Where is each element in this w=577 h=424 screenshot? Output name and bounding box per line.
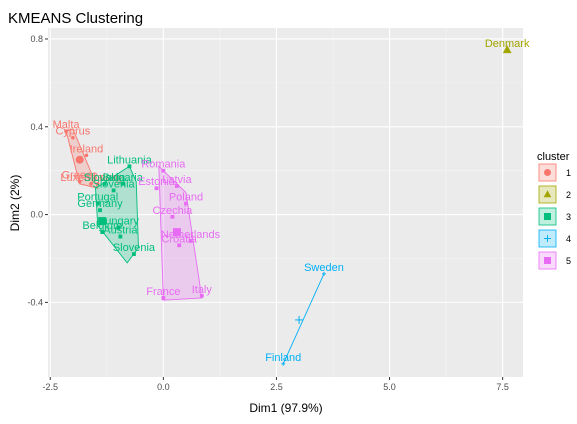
point-label: Austria [103, 225, 138, 237]
point-label: Bulgaria [102, 172, 143, 184]
cluster-5-point [161, 296, 166, 300]
point-label: Romania [141, 159, 186, 171]
point-label: Italy [192, 284, 213, 296]
legend-marker-5 [544, 257, 551, 264]
point-label: Hungary [97, 216, 139, 228]
cluster-1-point [84, 153, 89, 158]
legend: cluster 1 2 3 4 5 [537, 151, 571, 270]
point-label: Belgium [82, 220, 122, 232]
point-label: Luxembourg [60, 172, 121, 184]
cluster-5-point [199, 293, 204, 298]
chart-title: KMEANS Clustering [8, 10, 143, 27]
cluster-3-point [100, 230, 105, 235]
point-label: Netherlands [161, 229, 221, 241]
point-label: Germany [77, 198, 123, 210]
point-label: Slovenia [113, 242, 156, 254]
cluster-5-centroid [172, 228, 181, 237]
cluster-3-point [132, 252, 136, 256]
point-label: Portugal [77, 192, 118, 204]
x-tick-label: 0.0 [157, 382, 170, 392]
axis-layer: -2.5 0.0 2.5 5.0 7.5 -0.4 0.0 0.4 0.8 [27, 34, 508, 392]
cluster-3-point [127, 164, 132, 169]
cluster-3-point [120, 181, 125, 186]
cluster-3-point [102, 181, 107, 186]
cluster-5-point [177, 243, 182, 248]
point-label: Slovenia [92, 178, 135, 190]
cluster-4-hull [282, 273, 325, 365]
plot-panel [48, 28, 523, 377]
cluster-4-point [322, 271, 326, 276]
y-tick-label: 0.8 [30, 34, 43, 44]
cluster-5-point [184, 201, 188, 206]
point-label: Poland [169, 192, 203, 204]
legend-label-5: 5 [566, 256, 571, 266]
legend-label-2: 2 [566, 190, 571, 200]
point-label: Estonia [138, 176, 176, 188]
legend-title: cluster [537, 151, 570, 163]
x-axis-label: Dim1 (97.9%) [249, 401, 322, 415]
legend-marker-2 [543, 190, 552, 198]
point-label: Sweden [304, 262, 344, 274]
legend-marker-3 [544, 213, 551, 220]
cluster-1-point [95, 182, 100, 186]
legend-label-3: 3 [566, 212, 571, 222]
y-tick-label: 0.0 [30, 210, 43, 220]
point-label: Czechia [153, 205, 194, 217]
legend-marker-4 [544, 235, 551, 242]
cluster-3-point [116, 225, 121, 230]
point-label: Cyprus [55, 126, 90, 138]
legend-label-4: 4 [566, 234, 571, 244]
cluster-1-centroid [75, 155, 84, 164]
cluster-3-point [95, 201, 100, 206]
cluster-3-point [98, 208, 102, 213]
point-label: Spain [84, 172, 112, 184]
cluster-4-point [281, 361, 286, 366]
cluster-3-centroid [98, 217, 107, 226]
cluster-5-point [188, 239, 193, 243]
point-label: Malta [53, 119, 81, 131]
point-label: Greece [62, 170, 98, 182]
legend-marker-1 [544, 169, 551, 176]
cluster-2-centroid [502, 45, 512, 54]
cluster-5-point [161, 168, 166, 173]
cluster-5-point [170, 214, 175, 219]
cluster-1-point [71, 135, 75, 140]
point-label: Croatia [161, 233, 197, 245]
x-tick-label: 5.0 [383, 382, 396, 392]
cluster-5-point [154, 186, 159, 191]
point-layer [64, 45, 512, 366]
point-label: Latvia [162, 174, 192, 186]
point-label: Finland [265, 352, 301, 364]
point-label: Lithuania [107, 154, 153, 166]
x-tick-label: -2.5 [43, 382, 59, 392]
cluster-3-point [111, 188, 116, 193]
cluster-1-point [77, 179, 82, 184]
y-tick-label: -0.4 [27, 297, 43, 307]
y-tick-label: 0.4 [30, 122, 43, 132]
point-label: Ireland [70, 143, 104, 155]
point-label: Slovakia [84, 172, 126, 184]
legend-label-1: 1 [566, 168, 571, 178]
cluster-1-point [64, 129, 68, 133]
cluster-5-point [175, 184, 179, 188]
cluster-4-centroid [295, 315, 304, 324]
cluster-1-point [89, 182, 93, 186]
point-label: Denmark [485, 38, 530, 50]
point-label: France [146, 286, 180, 298]
y-axis-label: Dim2 (2%) [8, 175, 22, 232]
cluster-3-point [118, 234, 123, 239]
x-tick-label: 7.5 [496, 382, 509, 392]
grid-layer [48, 28, 523, 377]
x-tick-label: 2.5 [270, 382, 283, 392]
